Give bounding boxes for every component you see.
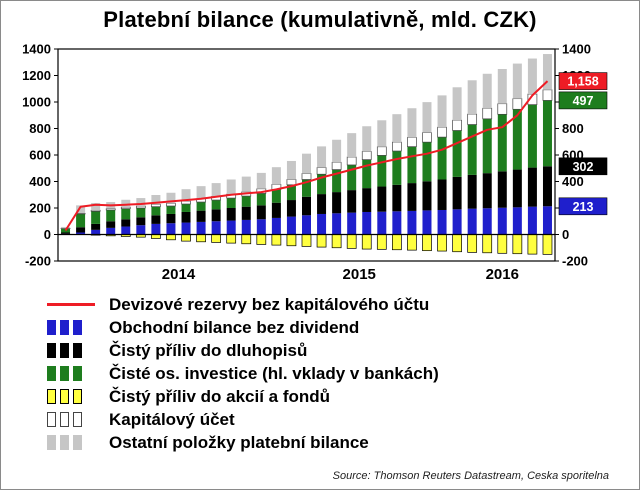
legend-item-2: Čistý příliv do dluhopisů <box>47 339 439 362</box>
legend-item-1: Obchodní bilance bez dividend <box>47 316 439 339</box>
legend-item-0: Devizové rezervy bez kapitálového účtu <box>47 293 439 316</box>
svg-text:200: 200 <box>29 201 51 216</box>
legend-line-swatch <box>47 303 99 306</box>
legend-bar-swatch <box>47 412 99 427</box>
svg-text:1400: 1400 <box>22 42 51 57</box>
legend-label: Devizové rezervy bez kapitálového účtu <box>109 294 430 314</box>
svg-text:800: 800 <box>562 121 584 136</box>
chart-legend: Devizové rezervy bez kapitálového účtu Ob… <box>47 293 439 454</box>
legend-item-4: Čistý příliv do akcií a fondů <box>47 385 439 408</box>
legend-bar-swatch <box>47 343 99 358</box>
svg-text:213: 213 <box>573 200 594 214</box>
svg-text:302: 302 <box>573 160 594 174</box>
svg-text:0: 0 <box>562 227 569 242</box>
svg-text:1,158: 1,158 <box>567 75 598 89</box>
balance-of-payments-chart: -200-20000200200400400600600800800100010… <box>22 42 608 283</box>
chart-title: Platební bilance (kumulativně, mld. CZK) <box>103 7 537 32</box>
legend-item-3: Čisté os. investice (hl. vklady v bankác… <box>47 362 439 385</box>
svg-text:2015: 2015 <box>343 266 376 283</box>
legend-label: Čistý příliv do dluhopisů <box>109 340 308 360</box>
legend-bar-swatch <box>47 320 99 335</box>
legend-item-6: Ostatní položky platební bilance <box>47 431 439 454</box>
legend-label: Čistý příliv do akcií a fondů <box>109 386 331 406</box>
svg-text:600: 600 <box>29 148 51 163</box>
svg-text:1400: 1400 <box>562 42 591 57</box>
source-note: Source: Thomson Reuters Datastream, Cesk… <box>332 470 609 482</box>
svg-text:497: 497 <box>573 94 594 108</box>
legend-label: Kapitálový účet <box>109 409 235 429</box>
svg-text:1000: 1000 <box>22 95 51 110</box>
svg-text:1200: 1200 <box>22 68 51 83</box>
legend-bar-swatch <box>47 389 99 404</box>
svg-text:0: 0 <box>44 227 51 242</box>
svg-text:400: 400 <box>29 174 51 189</box>
legend-bar-swatch <box>47 366 99 381</box>
svg-text:400: 400 <box>562 174 584 189</box>
svg-text:800: 800 <box>29 121 51 136</box>
legend-bar-swatch <box>47 435 99 450</box>
svg-text:2016: 2016 <box>486 266 519 283</box>
legend-label: Čisté os. investice (hl. vklady v bankác… <box>109 363 439 383</box>
legend-item-5: Kapitálový účet <box>47 408 439 431</box>
svg-text:2014: 2014 <box>162 266 196 283</box>
legend-label: Obchodní bilance bez dividend <box>109 317 360 337</box>
svg-text:-200: -200 <box>562 254 588 269</box>
legend-label: Ostatní položky platební bilance <box>109 432 369 452</box>
svg-text:-200: -200 <box>25 254 51 269</box>
